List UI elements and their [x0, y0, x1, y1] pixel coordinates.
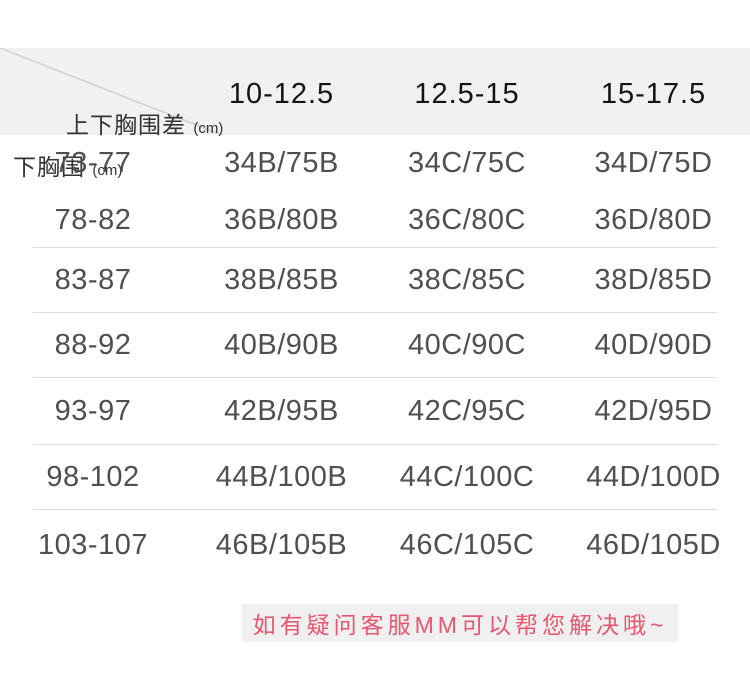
size-cell: 40D/90D — [594, 329, 713, 361]
size-cell: 34B/75B — [224, 147, 339, 179]
size-cell: 34D/75D — [594, 147, 713, 179]
size-cell: 46C/105C — [399, 528, 535, 561]
size-cell: 34C/75C — [408, 147, 526, 179]
size-cell: 40B/90B — [224, 329, 339, 361]
table-header-band: 上下胸围差 (cm) 下胸围 (cm) — [0, 48, 750, 180]
table-row: 103-107 46B/105B 46C/105C 46D/105D — [0, 510, 750, 580]
column-header-bust-diff-2: 12.5-15 — [414, 78, 520, 110]
size-cell: 38B/85B — [224, 264, 339, 296]
size-cell: 36D/80D — [594, 203, 713, 236]
column-header-bust-diff-3: 15-17.5 — [600, 78, 707, 110]
table-row: 98-102 44B/100B 44C/100C 44D/100D — [0, 445, 750, 510]
size-cell: 44D/100D — [586, 461, 721, 493]
underbust-range-cell: 93-97 — [54, 395, 132, 427]
table-row: 73-77 34B/75B 34C/75C 34D/75D — [0, 135, 750, 192]
size-cell: 40C/90C — [408, 329, 526, 361]
underbust-range-cell: 88-92 — [54, 329, 132, 361]
underbust-range-cell: 78-82 — [54, 203, 132, 236]
size-cell: 36B/80B — [224, 203, 339, 236]
size-cell: 44B/100B — [215, 461, 348, 493]
column-header-bust-diff-1: 10-12.5 — [228, 78, 335, 110]
column-axis-unit: (cm) — [193, 120, 224, 137]
column-axis-label: 上下胸围差 — [66, 112, 186, 138]
size-cell: 38C/85C — [408, 264, 526, 296]
customer-service-note: 如有疑问客服MM可以帮您解决哦~ — [242, 604, 678, 642]
underbust-range-cell: 103-107 — [38, 528, 148, 561]
table-row: 88-92 40B/90B 40C/90C 40D/90D — [0, 313, 750, 378]
table-body: 73-77 34B/75B 34C/75C 34D/75D 78-82 36B/… — [0, 135, 750, 580]
size-cell: 44C/100C — [399, 461, 535, 493]
underbust-range-cell: 83-87 — [54, 264, 132, 296]
row-axis-label: 下胸围 — [13, 154, 85, 180]
size-cell: 36C/80C — [408, 203, 526, 236]
size-cell: 42B/95B — [224, 395, 339, 427]
size-cell: 46B/105B — [215, 528, 348, 561]
size-cell: 46D/105D — [586, 528, 721, 561]
column-header-row: 10-12.5 12.5-15 15-17.5 — [0, 48, 750, 135]
table-row: 78-82 36B/80B 36C/80C 36D/80D — [0, 192, 750, 248]
size-cell: 42D/95D — [594, 395, 713, 427]
table-row: 83-87 38B/85B 38C/85C 38D/85D — [0, 248, 750, 313]
diagonal-divider-line — [0, 48, 223, 135]
corner-column-axis-label: 上下胸围差 (cm) — [66, 106, 223, 140]
size-cell: 42C/95C — [408, 395, 526, 427]
underbust-range-cell: 98-102 — [46, 461, 140, 493]
size-cell: 38D/85D — [594, 264, 713, 296]
underbust-range-cell: 73-77 — [54, 147, 132, 179]
row-axis-unit: (cm) — [92, 162, 123, 179]
table-row: 93-97 42B/95B 42C/95C 42D/95D — [0, 378, 750, 445]
corner-row-axis-label: 下胸围 (cm) — [13, 148, 122, 182]
